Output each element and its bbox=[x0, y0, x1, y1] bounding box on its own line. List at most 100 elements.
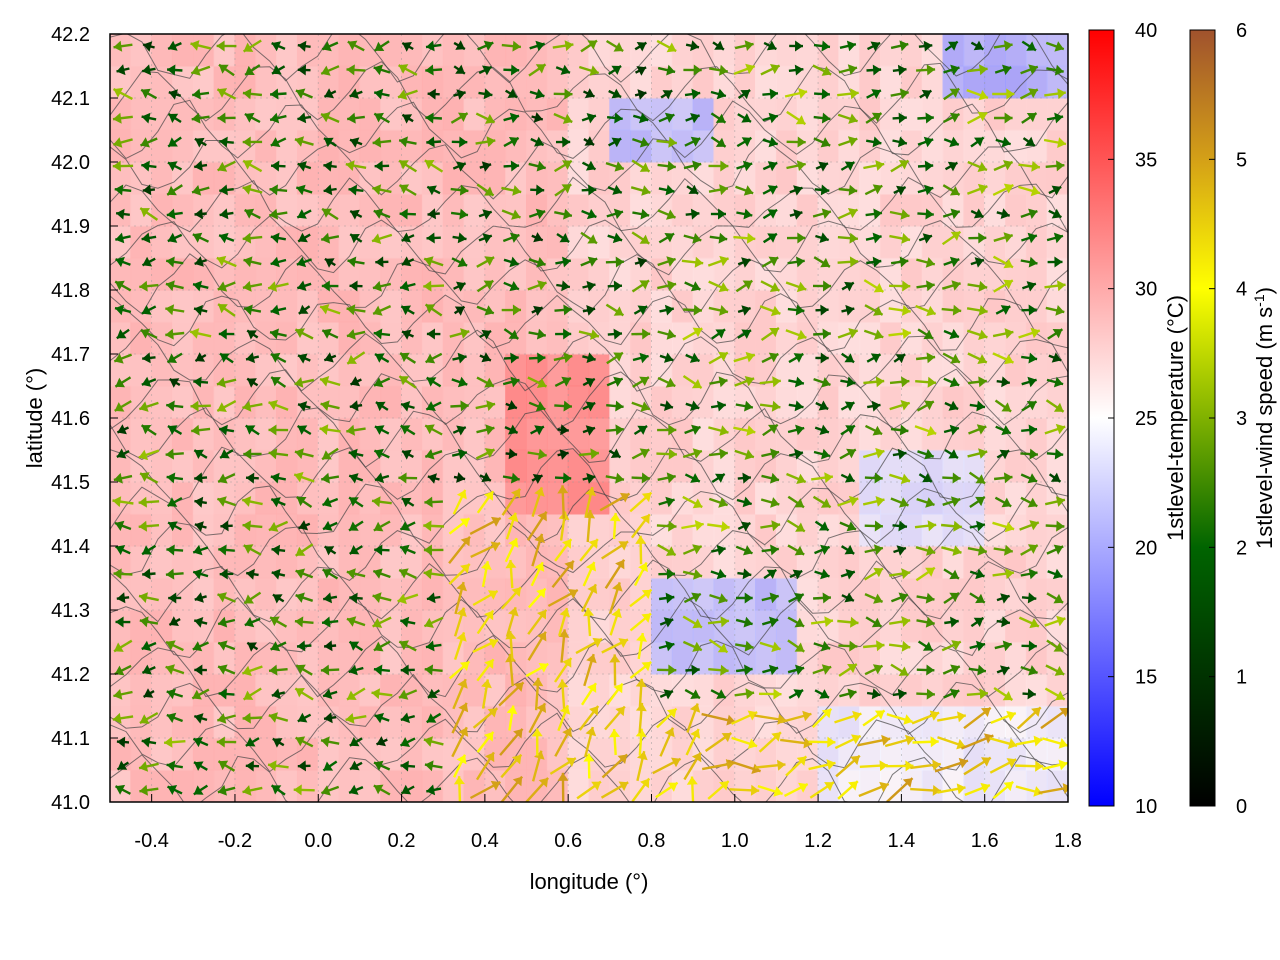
wind-arrow-head bbox=[872, 425, 883, 436]
wind-arrow bbox=[1016, 706, 1042, 730]
wind-arrow-head bbox=[139, 616, 149, 628]
wind-arrow-head bbox=[166, 256, 175, 268]
wind-arrow bbox=[682, 495, 703, 509]
wind-arrow-head bbox=[823, 280, 832, 292]
wind-arrow bbox=[349, 137, 363, 148]
wind-arrow bbox=[503, 64, 520, 76]
wind-arrow-head bbox=[218, 664, 228, 675]
wind-arrow bbox=[994, 496, 1012, 508]
wind-arrow bbox=[348, 496, 364, 508]
temperature-cell bbox=[463, 34, 486, 67]
wind-arrow bbox=[1021, 592, 1037, 604]
wind-arrow-head bbox=[424, 256, 434, 267]
wind-arrow-head bbox=[690, 281, 701, 292]
wind-arrow-head bbox=[458, 112, 468, 122]
wind-arrow-head bbox=[562, 539, 572, 549]
temperature-cell bbox=[984, 481, 1007, 515]
wind-arrow-head bbox=[116, 592, 126, 604]
wind-arrow-head bbox=[323, 184, 333, 196]
wind-arrow-head bbox=[1052, 329, 1063, 339]
temperature-cell bbox=[692, 353, 715, 387]
wind-arrow-head bbox=[949, 424, 959, 436]
temperature-cell bbox=[151, 545, 173, 579]
temperature-cell bbox=[880, 289, 902, 323]
wind-arrow-head bbox=[167, 425, 178, 435]
wind-arrow-head bbox=[242, 88, 252, 100]
wind-arrow-head bbox=[167, 353, 178, 363]
wind-arrow bbox=[557, 424, 569, 436]
temperature-cell bbox=[838, 609, 861, 643]
wind-arrow-head bbox=[898, 666, 909, 676]
wind-arrow bbox=[452, 352, 467, 364]
wind-arrow-head bbox=[796, 256, 805, 268]
wind-arrow-head bbox=[591, 781, 601, 791]
wind-arrow-head bbox=[820, 640, 831, 652]
wind-arrow bbox=[969, 568, 985, 580]
wind-arrow-head bbox=[821, 208, 831, 219]
temperature-cell bbox=[880, 193, 902, 227]
wind-arrow bbox=[996, 376, 1010, 388]
wind-arrow bbox=[346, 64, 366, 76]
temperature-cell bbox=[421, 481, 444, 515]
colorbar-tick-label: 35 bbox=[1135, 149, 1157, 171]
wind-arrow-head bbox=[324, 640, 333, 652]
wind-arrow bbox=[297, 232, 311, 243]
temperature-cell bbox=[276, 513, 298, 547]
wind-arrow-head bbox=[802, 710, 812, 722]
wind-arrow bbox=[168, 616, 181, 626]
wind-arrow-head bbox=[690, 729, 701, 739]
temperature-cell bbox=[1005, 34, 1027, 67]
wind-arrow bbox=[943, 256, 960, 268]
wind-arrow-head bbox=[562, 658, 572, 668]
wind-arrow-head bbox=[298, 304, 309, 314]
wind-arrow-head bbox=[744, 400, 753, 412]
wind-arrow-head bbox=[666, 209, 676, 220]
wind-arrow bbox=[295, 592, 314, 603]
wind-arrow-head bbox=[898, 520, 907, 532]
temperature-cell bbox=[110, 193, 132, 227]
wind-arrow bbox=[657, 160, 676, 172]
temperature-cell bbox=[380, 545, 403, 579]
wind-arrow bbox=[787, 616, 805, 628]
wind-arrow-head bbox=[1000, 665, 1010, 676]
wind-arrow bbox=[1020, 473, 1038, 484]
wind-arrow bbox=[1021, 376, 1037, 388]
wind-arrow bbox=[1047, 328, 1064, 340]
wind-arrow bbox=[685, 664, 700, 676]
temperature-cell bbox=[567, 545, 590, 579]
wind-arrow bbox=[840, 569, 856, 580]
wind-arrow bbox=[425, 64, 443, 76]
wind-arrow-head bbox=[426, 136, 435, 148]
temperature-cell bbox=[234, 577, 257, 611]
temperature-cell bbox=[567, 609, 590, 643]
wind-arrow bbox=[996, 208, 1011, 219]
temperature-cell bbox=[900, 193, 923, 227]
temperature-cell bbox=[567, 257, 590, 291]
wind-arrow bbox=[271, 688, 286, 699]
x-tick-label: -0.4 bbox=[134, 830, 168, 852]
wind-arrow-head bbox=[138, 449, 149, 461]
wind-arrow bbox=[889, 280, 911, 292]
wind-arrow bbox=[322, 568, 339, 580]
wind-arrow-head bbox=[849, 256, 859, 268]
wind-arrow-head bbox=[974, 257, 984, 268]
temperature-cell bbox=[401, 417, 423, 451]
wind-arrow bbox=[194, 256, 207, 267]
x-tick-label: 1.4 bbox=[887, 830, 915, 852]
wind-arrow bbox=[531, 232, 544, 243]
temperature-cell bbox=[338, 321, 361, 355]
wind-arrow-head bbox=[798, 87, 808, 99]
wind-arrow-head bbox=[871, 400, 881, 412]
temperature-cell bbox=[713, 385, 736, 419]
wind-arrow-head bbox=[116, 208, 125, 220]
wind-arrow bbox=[710, 400, 726, 412]
temperature-cell bbox=[609, 609, 632, 643]
wind-arrow bbox=[731, 736, 758, 749]
wind-arrow-head bbox=[586, 473, 596, 484]
wind-arrow bbox=[216, 736, 237, 748]
temperature-cell bbox=[130, 673, 153, 707]
wind-arrow-head bbox=[141, 160, 150, 172]
wind-arrow-head bbox=[977, 354, 987, 364]
temperature-cell bbox=[1025, 705, 1048, 739]
temperature-cell bbox=[1025, 673, 1048, 707]
